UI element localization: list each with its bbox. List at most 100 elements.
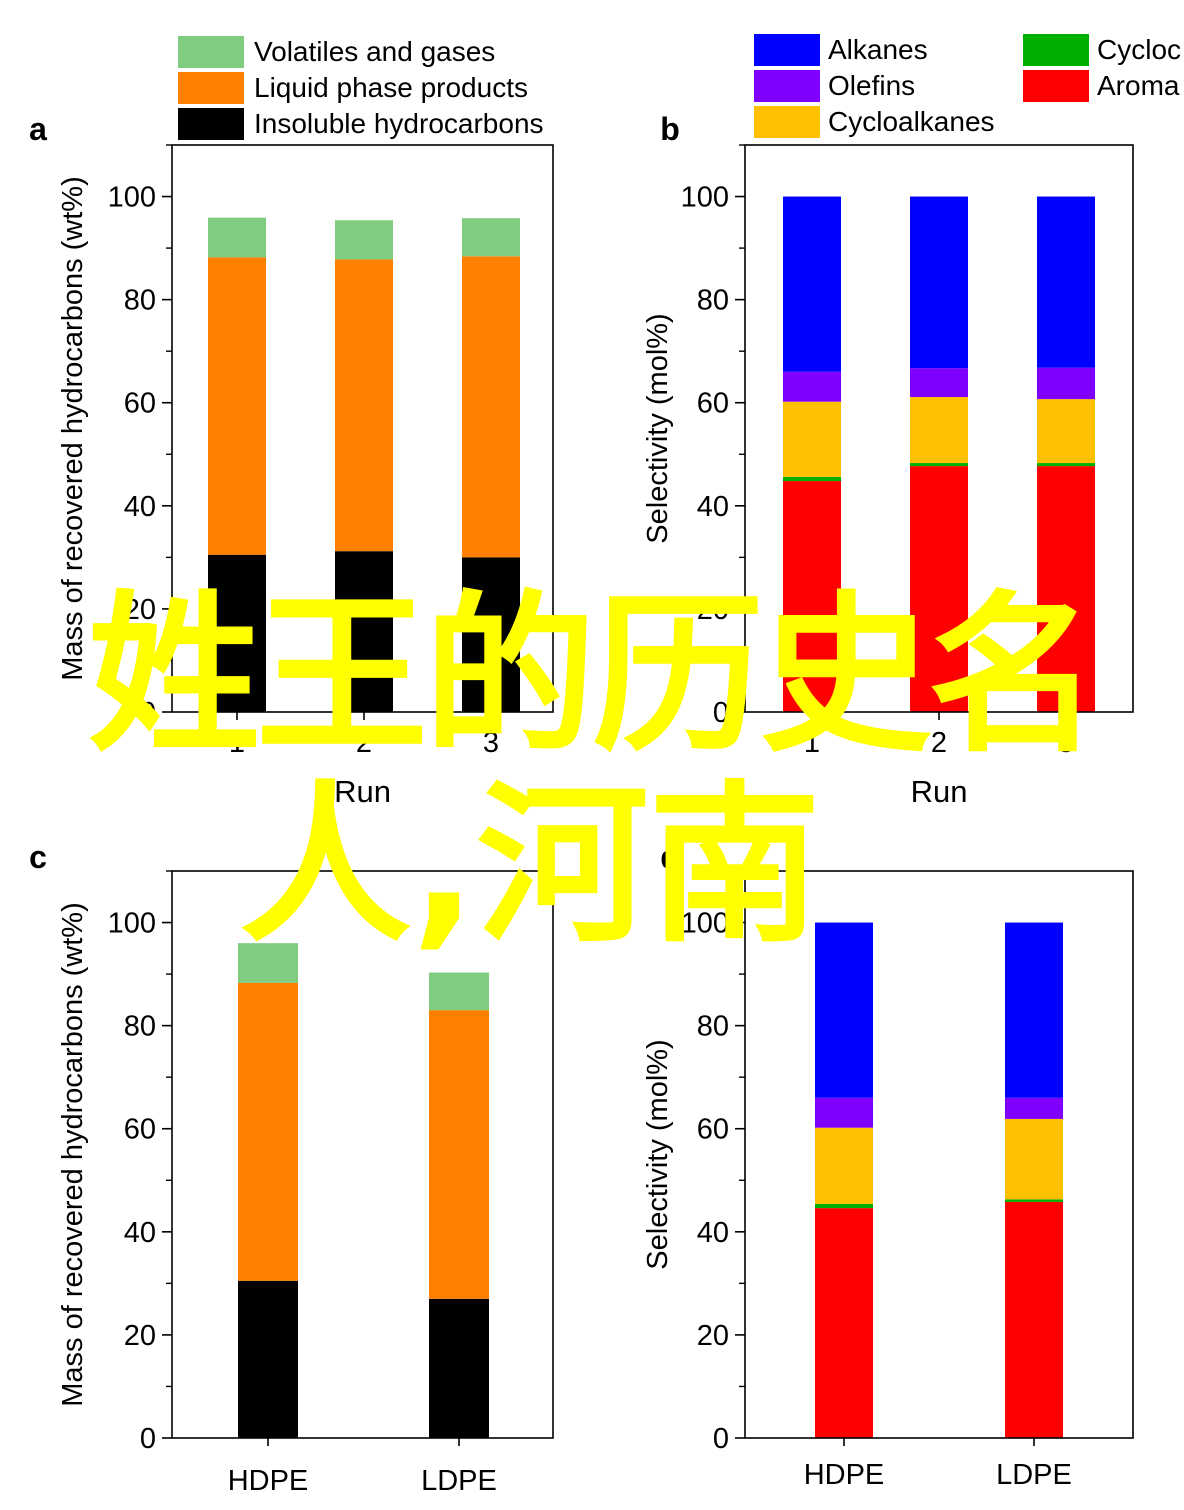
y-axis-label-a: Mass of recovered hydrocarbons (wt%) bbox=[57, 176, 89, 680]
legend-label-b: Olefins bbox=[828, 70, 915, 101]
y-tick-label-c: 20 bbox=[124, 1320, 156, 1352]
bar-b-2-cycloalkanes bbox=[910, 397, 968, 464]
y-tick-label-a: 0 bbox=[140, 697, 156, 729]
legend-swatch-a bbox=[178, 36, 244, 68]
x-tick-label-c: HDPE bbox=[228, 1465, 309, 1497]
bar-a-1-liquid bbox=[208, 257, 266, 555]
bar-b-3-aromatics bbox=[1037, 466, 1095, 712]
bar-a-3-insoluble bbox=[462, 557, 520, 712]
bar-b-2-aromatics bbox=[910, 466, 968, 712]
y-tick-label-a: 100 bbox=[108, 182, 156, 214]
y-tick-label-d: 60 bbox=[697, 1114, 729, 1146]
bar-a-2-volatiles bbox=[335, 220, 393, 260]
legend-swatch-b bbox=[754, 34, 820, 66]
legend-swatch-a bbox=[178, 72, 244, 104]
y-axis-label-b: Selectivity (mol%) bbox=[642, 313, 674, 543]
bar-d-ldpe-cycloalkanes bbox=[1005, 1118, 1063, 1200]
y-tick-label-c: 60 bbox=[124, 1114, 156, 1146]
bar-b-2-olefins bbox=[910, 368, 968, 398]
bar-a-1-volatiles bbox=[208, 217, 266, 258]
bar-a-2-liquid bbox=[335, 259, 393, 552]
y-tick-label-d: 80 bbox=[697, 1011, 729, 1043]
legend-swatch-b bbox=[754, 70, 820, 102]
panel-label-d: d bbox=[660, 839, 680, 875]
bar-c-hdpe-insoluble bbox=[238, 1280, 298, 1438]
y-tick-label-d: 100 bbox=[681, 908, 729, 940]
y-axis-label-d: Selectivity (mol%) bbox=[642, 1039, 674, 1269]
legend-swatch-b bbox=[1023, 34, 1089, 66]
panel-label-c: c bbox=[29, 839, 47, 875]
legend-label-a: Liquid phase products bbox=[254, 72, 528, 103]
x-tick-label-b: 1 bbox=[804, 727, 820, 759]
x-tick-label-a: 3 bbox=[483, 727, 499, 759]
y-tick-label-a: 80 bbox=[124, 285, 156, 317]
bar-a-2-insoluble bbox=[335, 551, 393, 712]
legend-label-a: Volatiles and gases bbox=[254, 36, 495, 67]
x-tick-label-a: 2 bbox=[356, 727, 372, 759]
bar-b-1-cycloalkanes bbox=[783, 401, 841, 477]
y-axis-label-c: Mass of recovered hydrocarbons (wt%) bbox=[57, 902, 89, 1406]
y-tick-label-b: 20 bbox=[697, 594, 729, 626]
bar-d-ldpe-olefins bbox=[1005, 1097, 1063, 1119]
bar-b-3-alkanes bbox=[1037, 196, 1095, 368]
bar-d-hdpe-alkanes bbox=[815, 922, 873, 1098]
x-tick-label-d: LDPE bbox=[996, 1459, 1072, 1491]
legend-label-a: Insoluble hydrocarbons bbox=[254, 108, 544, 139]
y-tick-label-b: 40 bbox=[697, 491, 729, 523]
bar-b-2-cycloolefins bbox=[910, 463, 968, 467]
bar-d-ldpe-alkanes bbox=[1005, 922, 1063, 1098]
bar-b-3-cycloolefins bbox=[1037, 463, 1095, 467]
legend-swatch-b bbox=[1023, 70, 1089, 102]
bar-a-1-insoluble bbox=[208, 554, 266, 712]
axes-frame-a bbox=[171, 144, 554, 713]
x-tick-label-b: 3 bbox=[1058, 727, 1074, 759]
panel-label-a: a bbox=[29, 111, 47, 147]
bar-c-ldpe-liquid bbox=[429, 1010, 489, 1299]
y-tick-label-a: 40 bbox=[124, 491, 156, 523]
legend-label-b: Cycloalkanes bbox=[828, 106, 995, 137]
bar-c-hdpe-volatiles bbox=[238, 943, 298, 983]
bar-b-1-aromatics bbox=[783, 481, 841, 712]
panel-label-b: b bbox=[660, 111, 680, 147]
bar-b-3-olefins bbox=[1037, 367, 1095, 400]
bar-b-1-olefins bbox=[783, 371, 841, 402]
bar-d-hdpe-cycloalkanes bbox=[815, 1127, 873, 1204]
y-tick-label-c: 40 bbox=[124, 1217, 156, 1249]
bar-c-ldpe-insoluble bbox=[429, 1298, 489, 1438]
axes-frame-d bbox=[744, 870, 1134, 1439]
y-tick-label-b: 100 bbox=[681, 182, 729, 214]
y-tick-label-c: 100 bbox=[108, 908, 156, 940]
axes-frame-c bbox=[171, 870, 554, 1439]
bar-b-3-cycloalkanes bbox=[1037, 399, 1095, 464]
x-tick-label-d: HDPE bbox=[804, 1459, 885, 1491]
bar-b-2-alkanes bbox=[910, 196, 968, 369]
y-tick-label-d: 20 bbox=[697, 1320, 729, 1352]
legend-label-b: Cycloc bbox=[1097, 34, 1181, 65]
bar-b-1-alkanes bbox=[783, 196, 841, 372]
x-tick-label-a: 1 bbox=[229, 727, 245, 759]
legend-swatch-b bbox=[754, 106, 820, 138]
legend-label-b: Alkanes bbox=[828, 34, 928, 65]
y-tick-label-c: 0 bbox=[140, 1423, 156, 1455]
bar-c-ldpe-volatiles bbox=[429, 972, 489, 1011]
x-axis-label-a: Run bbox=[334, 774, 391, 809]
y-tick-label-a: 60 bbox=[124, 388, 156, 420]
bar-d-ldpe-aromatics bbox=[1005, 1201, 1063, 1438]
x-axis-label-b: Run bbox=[911, 774, 968, 809]
bar-d-hdpe-aromatics bbox=[815, 1208, 873, 1438]
bar-d-hdpe-cycloolefins bbox=[815, 1203, 873, 1209]
y-tick-label-d: 40 bbox=[697, 1217, 729, 1249]
bar-d-hdpe-olefins bbox=[815, 1097, 873, 1128]
bar-c-hdpe-liquid bbox=[238, 982, 298, 1281]
y-tick-label-c: 80 bbox=[124, 1011, 156, 1043]
x-tick-label-b: 2 bbox=[931, 727, 947, 759]
bar-d-ldpe-cycloolefins bbox=[1005, 1199, 1063, 1202]
legend-label-b: Aroma bbox=[1097, 70, 1180, 101]
y-tick-label-b: 0 bbox=[713, 697, 729, 729]
y-tick-label-d: 0 bbox=[713, 1423, 729, 1455]
x-tick-label-c: LDPE bbox=[421, 1465, 497, 1497]
bar-b-1-cycloolefins bbox=[783, 476, 841, 482]
y-tick-label-a: 20 bbox=[124, 594, 156, 626]
y-tick-label-b: 60 bbox=[697, 388, 729, 420]
